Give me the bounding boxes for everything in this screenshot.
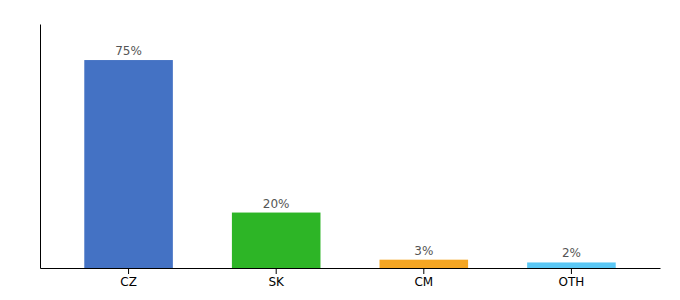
data-label: 2% [562, 246, 581, 260]
x-tick: OTH [559, 268, 585, 289]
bar [232, 213, 321, 268]
x-tick: CM [414, 268, 433, 289]
data-label: 3% [414, 244, 433, 258]
x-tick: SK [268, 268, 285, 289]
x-tick-mark [128, 268, 129, 274]
x-tick-label: SK [268, 275, 285, 289]
x-tick: CZ [120, 268, 137, 289]
bar [380, 260, 469, 268]
bars [84, 60, 615, 268]
x-axis-line [41, 268, 661, 269]
x-tick-mark [423, 268, 424, 274]
x-tick-mark [276, 268, 277, 274]
x-tick-label: CZ [120, 275, 137, 289]
data-label: 75% [115, 44, 142, 58]
x-tick-label: CM [414, 275, 433, 289]
x-tick-mark [571, 268, 572, 274]
bar [84, 60, 173, 268]
chart: CZ SK CM OTH 75% 20% 3% 2% [0, 0, 680, 300]
data-label: 20% [263, 197, 290, 211]
x-axis: CZ SK CM OTH [41, 268, 661, 289]
y-axis [40, 25, 41, 269]
plot: CZ SK CM OTH 75% 20% 3% 2% [41, 25, 661, 289]
bar [527, 262, 616, 268]
data-labels: 75% 20% 3% 2% [115, 44, 581, 260]
y-axis-line [40, 25, 41, 269]
x-tick-label: OTH [559, 275, 585, 289]
